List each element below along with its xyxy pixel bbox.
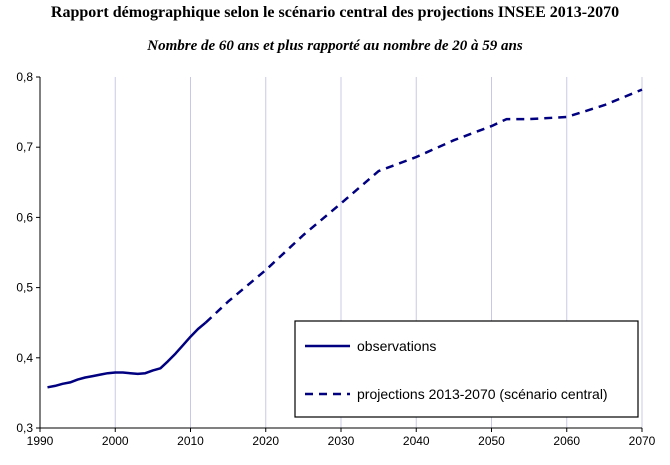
- x-tick-label: 2070: [629, 434, 656, 448]
- y-tick-label: 0,4: [16, 351, 33, 365]
- x-tick-label: 2040: [403, 434, 430, 448]
- y-tick-label: 0,5: [16, 281, 33, 295]
- chart-title: Rapport démographique selon le scénario …: [50, 4, 620, 21]
- series-observations-line: [47, 321, 207, 389]
- legend-label: projections 2013-2070 (scénario central): [357, 386, 608, 402]
- y-tick-label: 0,8: [16, 70, 33, 84]
- x-tick-label: 2020: [252, 434, 279, 448]
- legend-label: observations: [357, 338, 436, 354]
- y-tick-label: 0,3: [16, 421, 33, 435]
- x-tick-label: 2060: [553, 434, 580, 448]
- x-tick-label: 2030: [328, 434, 355, 448]
- series-projections-line: [204, 88, 643, 324]
- y-tick-label: 0,6: [16, 210, 33, 224]
- x-tick-label: 2050: [478, 434, 505, 448]
- legend-box: [294, 320, 639, 418]
- x-tick-label: 2000: [102, 434, 129, 448]
- x-tick-label: 1990: [27, 434, 54, 448]
- chart-subtitle: Nombre de 60 ans et plus rapporté au nom…: [147, 38, 523, 54]
- y-tick-label: 0,7: [16, 140, 33, 154]
- x-tick-label: 2010: [177, 434, 204, 448]
